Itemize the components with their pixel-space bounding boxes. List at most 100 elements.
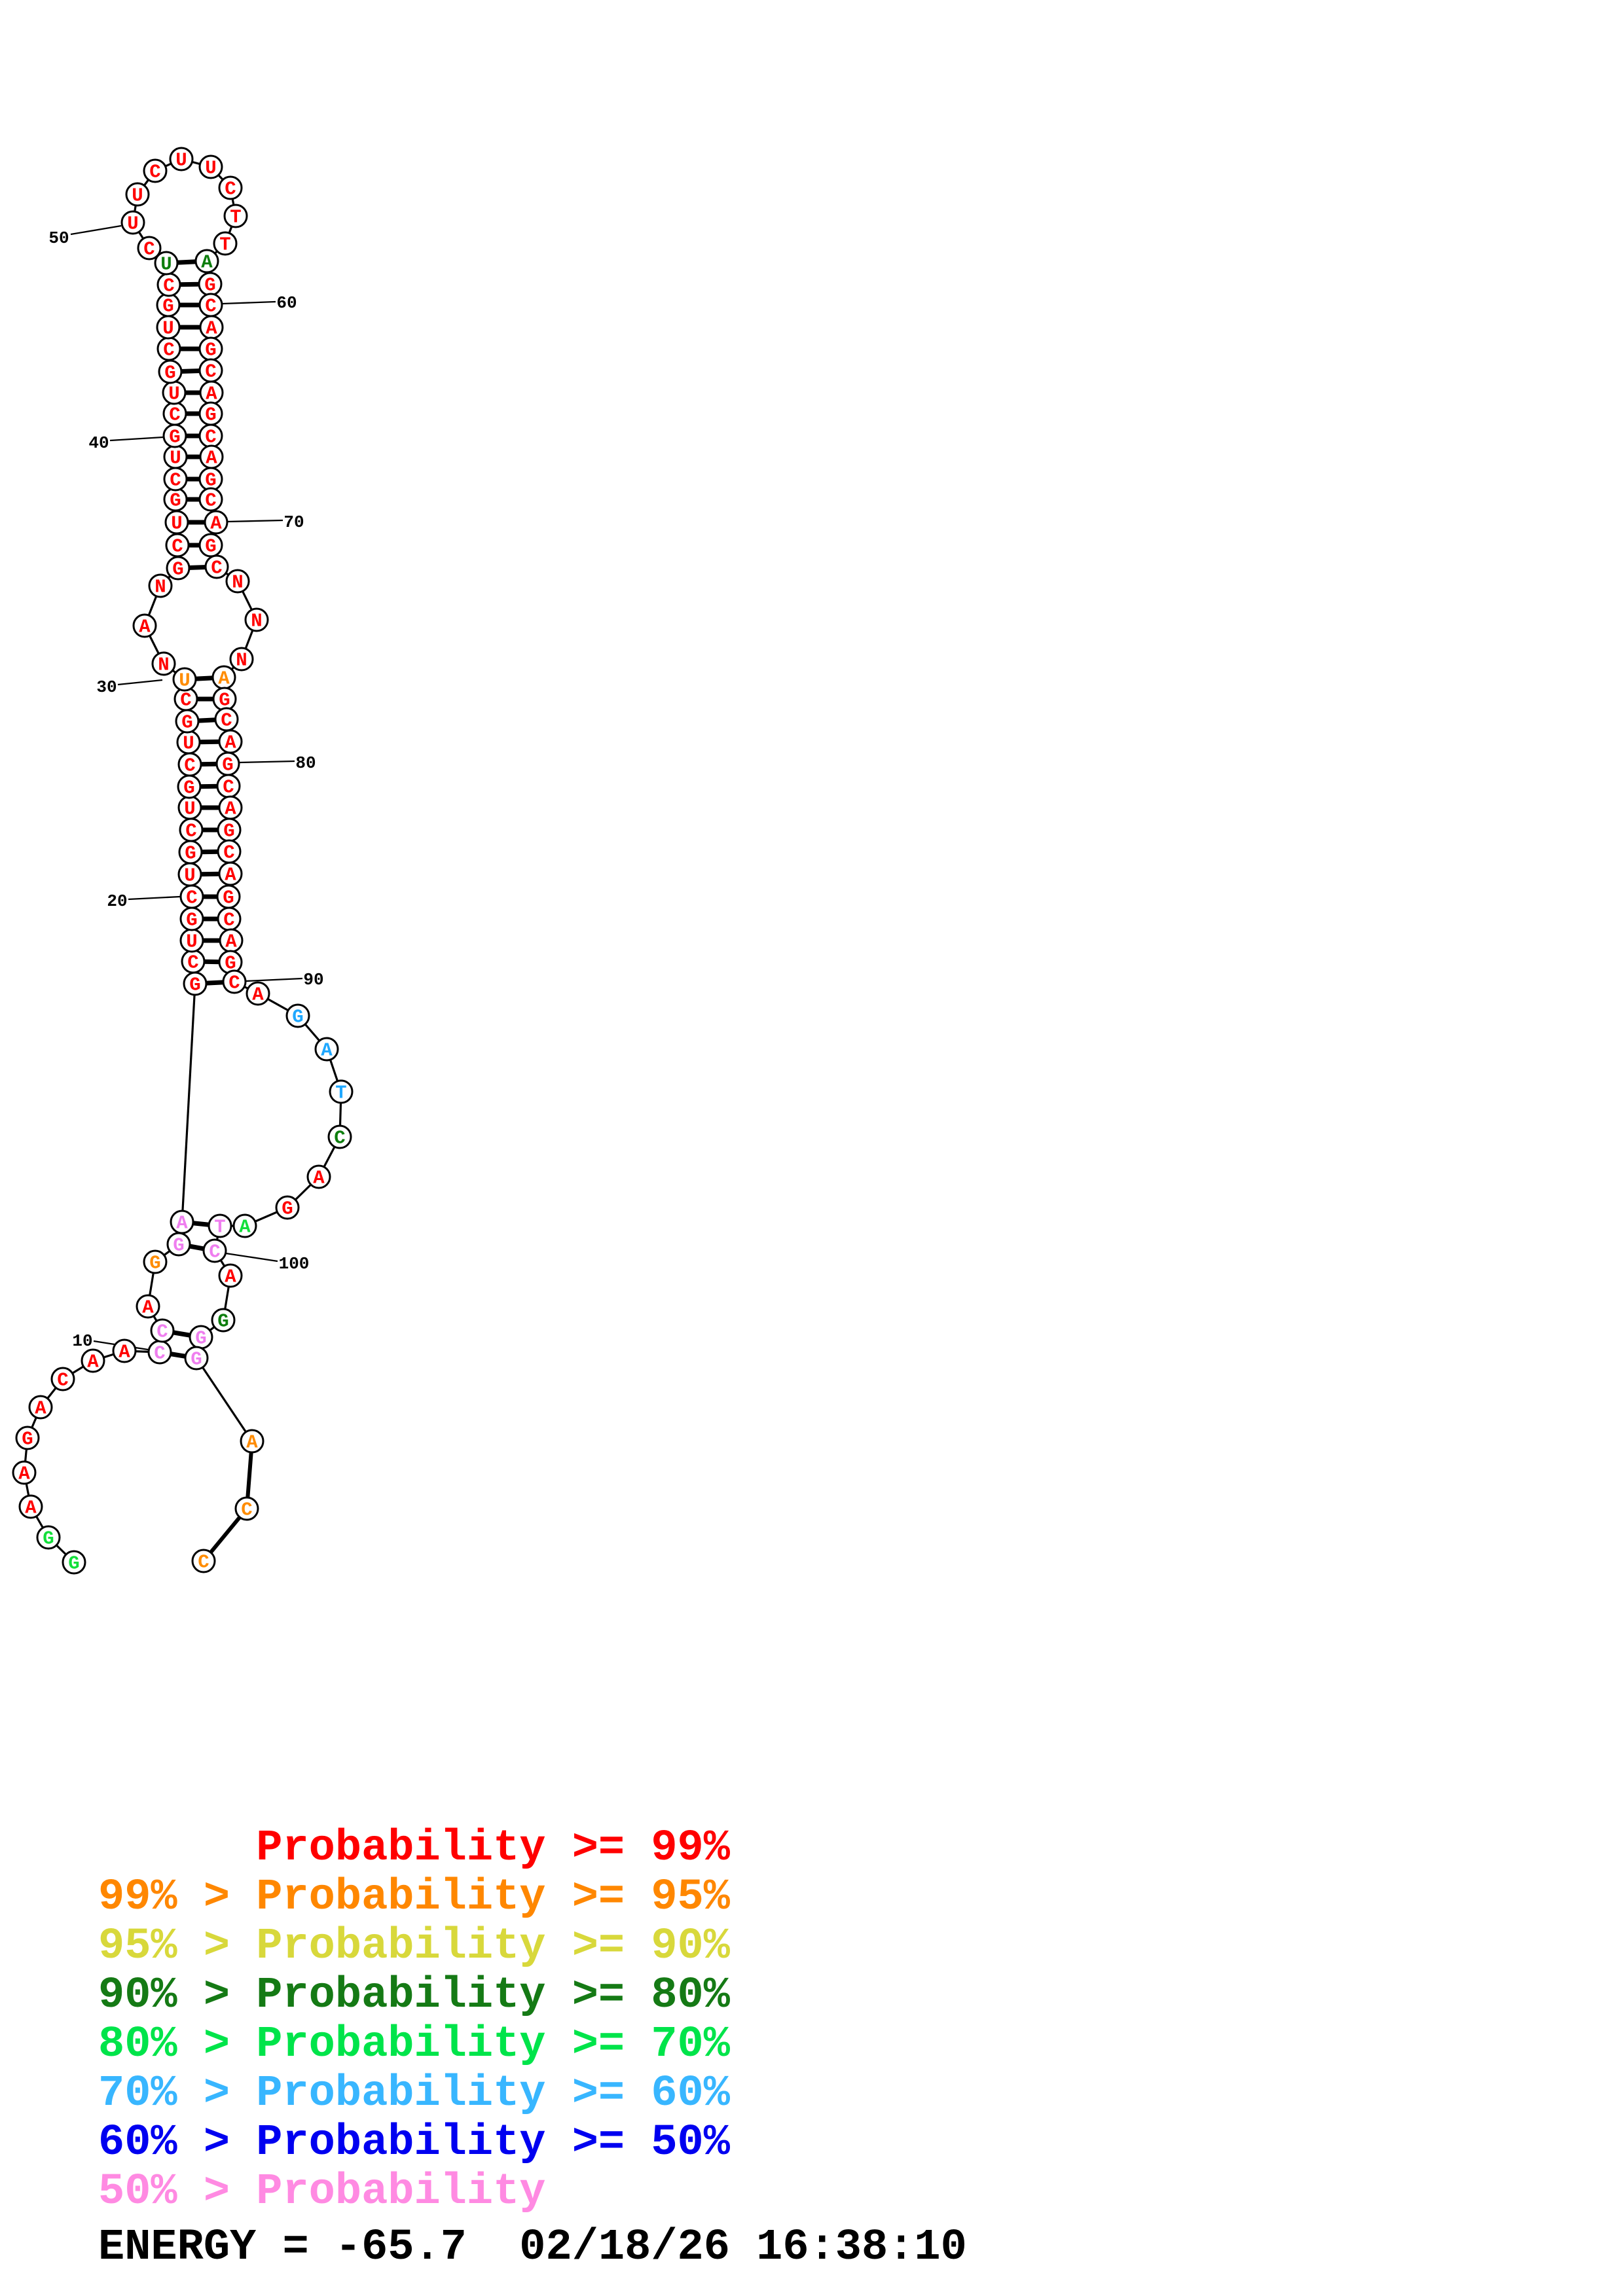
- nucleotide-circle: [143, 1249, 168, 1274]
- nucleotide-base-letter: A: [142, 1297, 154, 1319]
- nucleotide-base-letter: A: [225, 1266, 236, 1288]
- nucleotide-base-letter: C: [185, 821, 196, 842]
- nucleotide-base-letter: T: [230, 207, 241, 228]
- nucleotide-base-letter: U: [132, 185, 143, 207]
- nucleotide-base-letter: G: [181, 712, 192, 734]
- nucleotide-circle: [232, 1213, 257, 1238]
- label-leader-line: [222, 300, 276, 305]
- nucleotide-base-letter: G: [205, 404, 216, 426]
- nucleotide-circle: [244, 607, 269, 632]
- nucleotide-circle: [15, 1426, 40, 1450]
- nucleotide-circle: [204, 510, 228, 535]
- position-number-label: 80: [295, 753, 316, 773]
- nucleotide-base-letter: C: [180, 690, 191, 711]
- label-leader-line: [238, 760, 295, 764]
- nucleotide-base-letter: G: [223, 821, 234, 842]
- nucleotide-circle: [211, 1308, 236, 1333]
- nucleotide-base-letter: U: [184, 865, 195, 887]
- nucleotide-base-letter: G: [183, 778, 194, 799]
- nucleotide-base-letter: G: [43, 1528, 54, 1550]
- nucleotide-base-letter: G: [162, 296, 173, 317]
- nucleotide-base-letter: U: [205, 158, 216, 179]
- nucleotide-base-letter: C: [228, 973, 240, 994]
- nucleotide-base-letter: G: [149, 1253, 160, 1274]
- legend-row: 80% > Probability >= 70%: [98, 2020, 730, 2070]
- nucleotide-base-letter: G: [217, 1311, 228, 1333]
- nucleotide-base-letter: C: [223, 910, 234, 931]
- nucleotide-base-letter: T: [214, 1217, 225, 1238]
- nucleotide-circle: [28, 1395, 53, 1420]
- nucleotide-circle: [229, 647, 254, 672]
- nucleotide-base-letter: A: [239, 1217, 251, 1238]
- nucleotide-circle: [148, 573, 173, 598]
- legend-row: 99% > Probability >= 95%: [98, 1873, 730, 1922]
- nucleotide-base-letter: A: [206, 384, 217, 405]
- nucleotide-base-letter: A: [321, 1040, 333, 1062]
- nucleotide-base-letter: C: [223, 777, 234, 798]
- nucleotide-base-letter: A: [225, 798, 236, 820]
- nucleotide-circle: [184, 1346, 209, 1371]
- nucleotide-circle: [208, 1213, 232, 1238]
- nucleotide-base-letter: A: [87, 1352, 99, 1373]
- nucleotide-base-letter: A: [119, 1342, 130, 1363]
- nucleotide-circle: [120, 210, 145, 235]
- nucleotide-base-letter: N: [155, 577, 166, 598]
- nucleotide-base-letter: G: [170, 490, 181, 512]
- nucleotide-circle: [170, 1210, 194, 1234]
- nucleotide-base-letter: N: [232, 572, 243, 594]
- nucleotide-base-letter: G: [225, 953, 236, 975]
- nucleotide-base-letter: C: [205, 490, 216, 512]
- nucleotide-base-letter: U: [170, 448, 181, 469]
- label-leader-line: [227, 519, 283, 523]
- nucleotide-circle: [151, 651, 176, 676]
- position-number-label: 40: [88, 433, 109, 453]
- nucleotide-circle: [306, 1164, 331, 1189]
- nucleotide-circle: [225, 569, 250, 594]
- nucleotide-base-letter: A: [225, 931, 237, 953]
- nucleotide-base-letter: C: [205, 296, 216, 317]
- position-number-label: 30: [96, 677, 117, 697]
- nucleotide-base-letter: G: [223, 888, 234, 909]
- legend-row: 60% > Probability >= 50%: [98, 2118, 730, 2168]
- nucleotide-base-letter: G: [282, 1198, 293, 1220]
- nucleotide-base-letter: C: [149, 162, 160, 183]
- label-leader-line: [128, 895, 181, 901]
- nucleotide-base-letter: A: [252, 984, 264, 1006]
- nucleotide-circle: [150, 1318, 175, 1343]
- nucleotide-base-letter: G: [292, 1007, 303, 1028]
- nucleotide-circle: [194, 249, 219, 274]
- nucleotide-circle: [50, 1367, 75, 1391]
- nucleotide-circle: [198, 154, 223, 179]
- label-leader-line: [225, 1252, 278, 1263]
- legend-row: 90% > Probability >= 80%: [98, 1971, 730, 2020]
- nucleotide-base-letter: C: [205, 427, 216, 448]
- nucleotide-base-letter: A: [206, 318, 217, 340]
- label-leader-line: [117, 679, 163, 686]
- position-number-label: 20: [107, 891, 127, 911]
- nucleotide-base-letter: C: [169, 404, 180, 426]
- nucleotide-base-letter: C: [334, 1128, 345, 1149]
- position-number-label: 90: [303, 970, 323, 990]
- nucleotide-base-letter: A: [25, 1498, 37, 1519]
- label-leader-line: [109, 436, 164, 442]
- legend-row: Probability >= 99%: [98, 1823, 730, 1873]
- nucleotide-base-letter: A: [18, 1463, 30, 1485]
- nucleotide-base-letter: C: [172, 536, 183, 558]
- nucleotide-circle: [218, 1263, 243, 1288]
- nucleotide-base-letter: G: [68, 1553, 79, 1575]
- position-number-label: 10: [72, 1331, 92, 1351]
- nucleotide-base-letter: C: [154, 1343, 165, 1365]
- nucleotide-base-letter: U: [127, 213, 138, 235]
- backbone-segment: [181, 983, 196, 1223]
- nucleotide-base-letter: T: [335, 1083, 346, 1104]
- nucleotide-circle: [136, 1294, 160, 1319]
- nucleotide-base-letter: A: [206, 448, 217, 469]
- legend-row: 70% > Probability >= 60%: [98, 2069, 730, 2119]
- nucleotide-circle: [36, 1525, 61, 1550]
- nucleotide-base-letter: C: [198, 1552, 209, 1573]
- nucleotide-base-letter: A: [139, 617, 151, 638]
- nucleotide-circle: [137, 236, 162, 260]
- nucleotide-circle: [169, 147, 194, 171]
- nucleotide-base-letter: G: [219, 690, 230, 711]
- nucleotide-base-letter: U: [175, 150, 187, 171]
